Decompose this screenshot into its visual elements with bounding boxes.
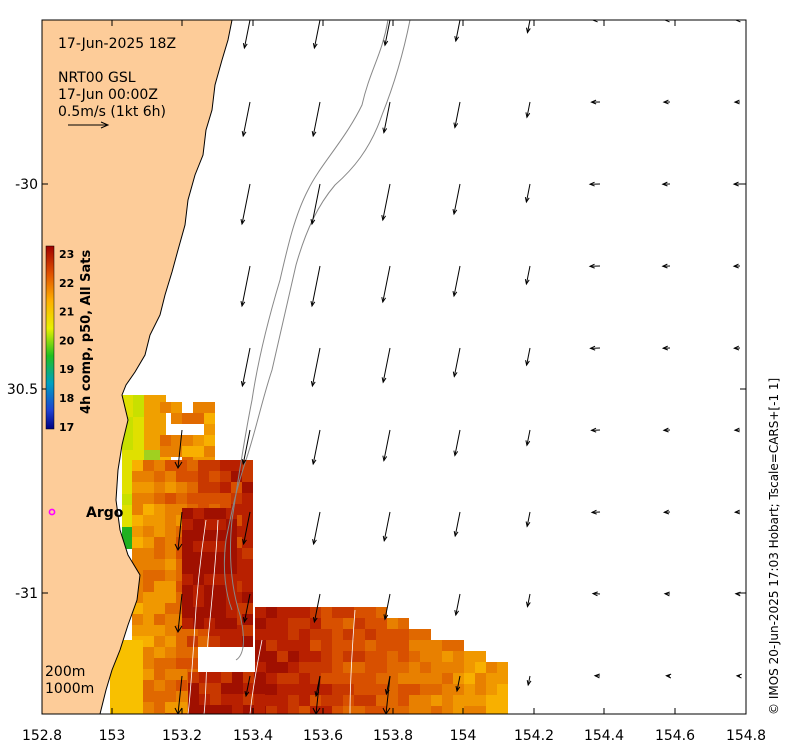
product-label: NRT00 GSL bbox=[58, 70, 136, 86]
colorbar-tick: 18 bbox=[59, 392, 74, 405]
x-tick-label: 154 bbox=[450, 728, 477, 744]
argo-float-marker[interactable] bbox=[48, 508, 56, 516]
y-tick-label: -31 bbox=[15, 586, 38, 602]
x-tick-label: 153.8 bbox=[373, 728, 413, 744]
land bbox=[42, 20, 233, 714]
sst-field bbox=[110, 395, 508, 714]
contour-white-2 bbox=[203, 519, 219, 714]
current-vectors bbox=[174, 20, 742, 714]
y-tick-label: -30 bbox=[15, 177, 38, 193]
colorbar-tick: 21 bbox=[59, 306, 74, 319]
scale-arrow bbox=[68, 121, 110, 129]
colorbar: 23 22 21 20 19 18 17 4h comp, p50, All Sats bbox=[45, 245, 94, 434]
credit-text: © IMOS 20-Jun-2025 17:03 Hobart; Tscale=… bbox=[767, 378, 781, 715]
x-tick-label: 153.2 bbox=[162, 728, 202, 744]
y-axis: -30 30.5 -31 bbox=[7, 177, 746, 602]
colorbar-tick: 19 bbox=[59, 363, 74, 376]
colorbar-tick: 23 bbox=[59, 248, 74, 261]
contour-1000m bbox=[223, 20, 411, 611]
x-axis: 152.8 153 153.2 153.4 153.6 153.8 154 154.2 154.… bbox=[22, 20, 766, 744]
colorbar-tick: 20 bbox=[59, 334, 75, 347]
contour-label-200m: 200m bbox=[45, 664, 85, 680]
colorbar-label: 4h comp, p50, All Sats bbox=[79, 250, 94, 414]
argo-label: Argo bbox=[86, 505, 124, 521]
x-tick-label: 154.6 bbox=[655, 728, 695, 744]
contour-200m bbox=[229, 20, 389, 661]
datetime-label: 17-Jun-2025 18Z bbox=[58, 36, 176, 52]
contour-white-4 bbox=[349, 609, 356, 714]
colorbar-tick: 17 bbox=[59, 421, 74, 434]
current-time-label: 17-Jun 00:00Z bbox=[58, 87, 158, 103]
x-tick-label: 153.6 bbox=[303, 728, 343, 744]
y-tick-label: 30.5 bbox=[7, 382, 38, 398]
scale-label: 0.5m/s (1kt 6h) bbox=[58, 104, 166, 120]
plot-frame bbox=[41, 19, 747, 715]
x-tick-label: 152.8 bbox=[22, 728, 62, 744]
x-tick-label: 154.2 bbox=[514, 728, 554, 744]
x-tick-label: 154.8 bbox=[726, 728, 766, 744]
contour-white-1 bbox=[187, 519, 207, 714]
contour-white-3 bbox=[249, 639, 263, 714]
x-tick-label: 153.4 bbox=[233, 728, 273, 744]
x-tick-label: 154.4 bbox=[584, 728, 624, 744]
contour-label-1000m: 1000m bbox=[45, 681, 94, 697]
x-tick-label: 153 bbox=[99, 728, 126, 744]
colorbar-tick: 22 bbox=[59, 277, 74, 290]
